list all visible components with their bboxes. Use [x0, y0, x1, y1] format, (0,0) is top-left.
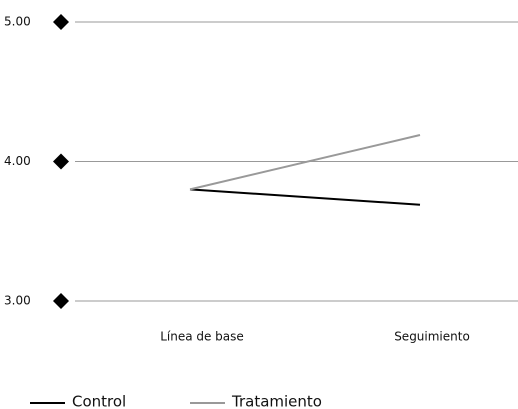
y-tick-label: 4.00	[4, 154, 31, 168]
x-tick-label: Seguimiento	[394, 330, 470, 344]
series-line	[189, 188, 421, 206]
series-line	[189, 134, 421, 191]
y-tick-label: 5.00	[4, 15, 31, 29]
tick-diamond	[53, 153, 69, 170]
tick-diamond	[53, 14, 69, 30]
tick-diamond	[53, 293, 69, 309]
legend-label: Tratamiento	[231, 393, 322, 409]
legend-label: Control	[72, 393, 126, 409]
y-tick-label: 3.00	[4, 294, 31, 308]
x-tick-label: Línea de base	[160, 330, 244, 344]
